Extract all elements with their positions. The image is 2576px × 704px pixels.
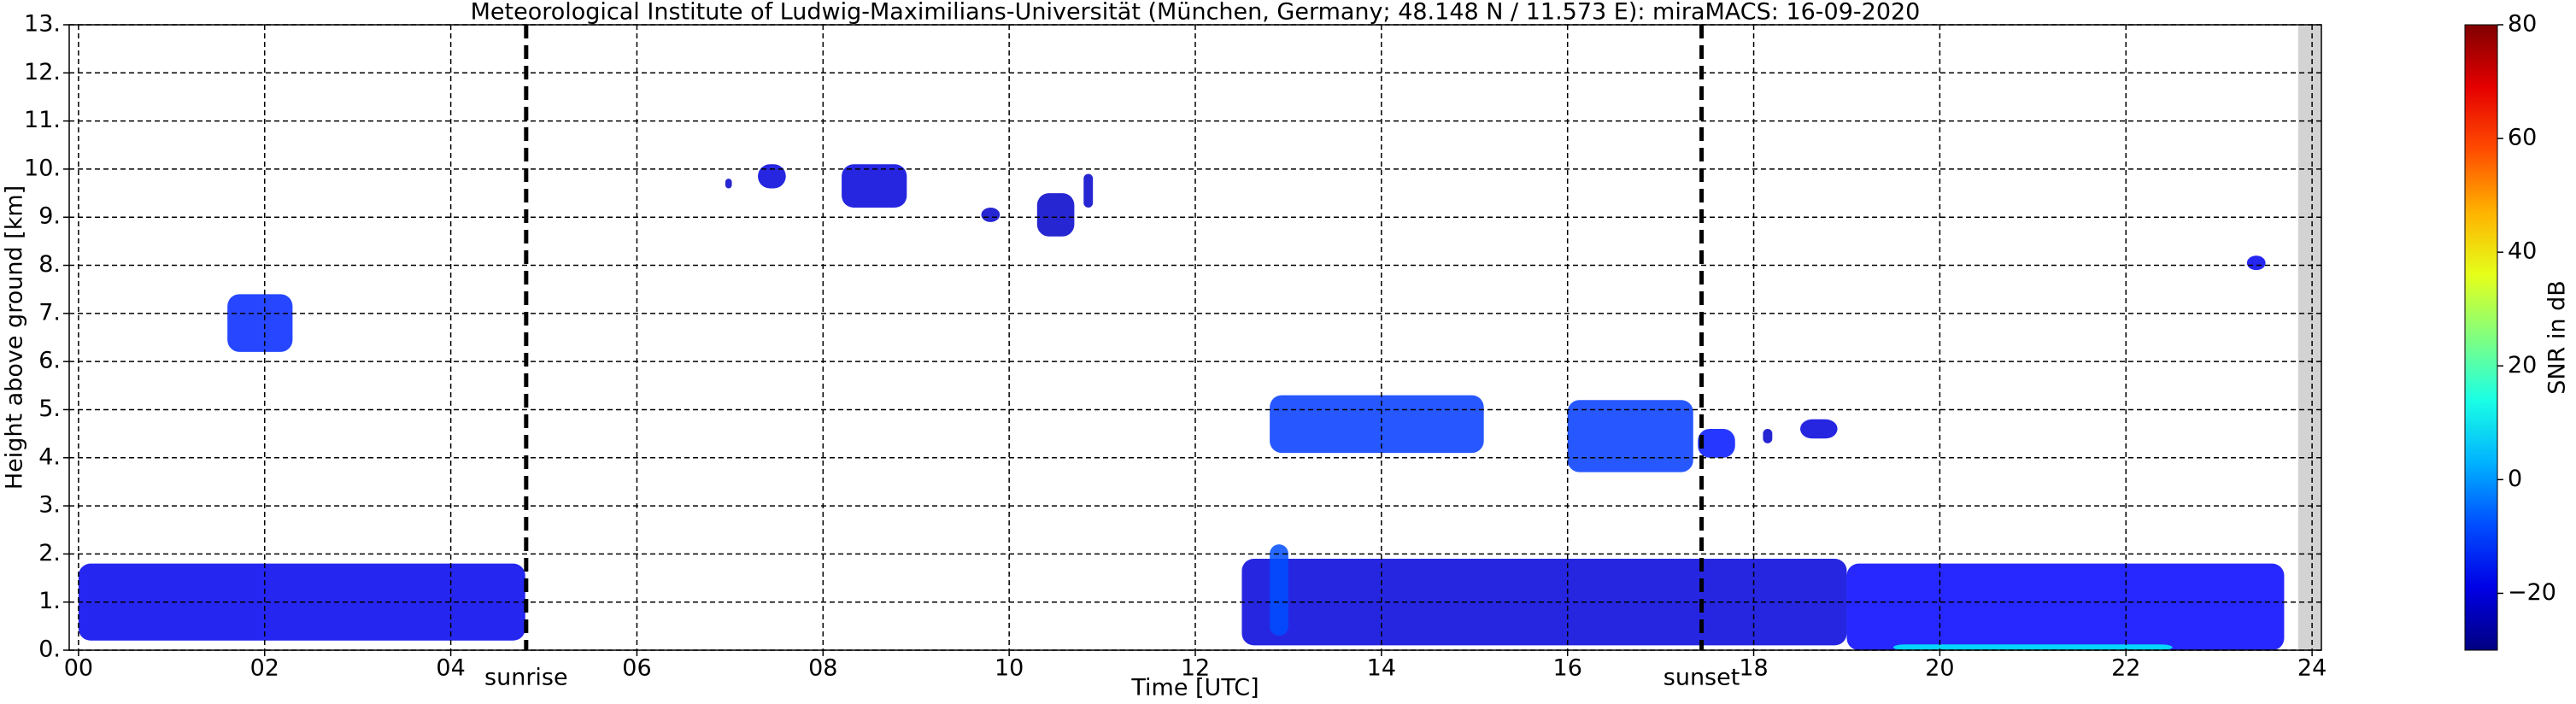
chart-title: Meteorological Institute of Ludwig-Maxim… <box>471 0 1921 26</box>
x-tick-label: 02 <box>250 655 279 682</box>
colorbar-tick-label: 80 <box>2508 11 2537 38</box>
radar-echo <box>725 179 732 189</box>
x-tick-label: 20 <box>1925 655 1954 682</box>
radar-echo <box>1036 193 1075 237</box>
y-tick-label: 11. <box>24 107 61 133</box>
y-tick-label: 6. <box>38 348 61 374</box>
colorbar-tick-label: 0 <box>2508 466 2522 492</box>
y-tick-label: 13. <box>24 11 61 38</box>
colorbar-label: SNR in dB <box>2544 280 2571 395</box>
y-tick-label: 1. <box>38 588 61 614</box>
y-tick-label: 8. <box>38 251 61 278</box>
y-tick-label: 2. <box>38 540 61 566</box>
colorbar-tick-label: 20 <box>2508 352 2537 378</box>
x-tick-label: 22 <box>2111 655 2140 682</box>
radar-echo <box>1270 544 1288 637</box>
x-tick-label: 08 <box>808 655 837 682</box>
x-tick-label: 12 <box>1181 655 1210 682</box>
radar-echo <box>1800 419 1838 439</box>
y-tick-label: 12. <box>24 59 61 85</box>
radar-echo <box>842 164 907 208</box>
radar-echo <box>227 294 293 352</box>
radar-echo <box>2246 255 2266 271</box>
radar-echo <box>1270 395 1484 454</box>
x-tick-label: 16 <box>1553 655 1582 682</box>
missing-data <box>2297 25 2321 650</box>
colorbar-tick-label: −20 <box>2508 579 2556 606</box>
y-axis-label: Height above ground [km] <box>2 185 28 490</box>
x-tick-label: 14 <box>1367 655 1396 682</box>
x-tick-label: 00 <box>64 655 93 682</box>
y-tick-label: 3. <box>38 492 61 519</box>
sun-label: sunrise <box>484 665 568 691</box>
x-tick-label: 24 <box>2297 655 2327 682</box>
y-tick-label: 0. <box>38 637 61 663</box>
y-tick-label: 10. <box>24 155 61 181</box>
radar-echo <box>1763 428 1773 443</box>
x-tick-label: 04 <box>436 655 465 682</box>
x-axis-label: Time [UTC] <box>1130 675 1259 701</box>
radar-echo <box>1892 644 2173 650</box>
plot-frame <box>68 24 2322 651</box>
colorbar-tick-label: 60 <box>2508 125 2537 151</box>
radar-echo <box>1846 563 2285 650</box>
y-tick-label: 7. <box>38 299 61 326</box>
radar-echo <box>1567 400 1693 472</box>
x-tick-label: 18 <box>1739 655 1768 682</box>
y-tick-label: 9. <box>38 203 61 230</box>
colorbar-tick-label: 40 <box>2508 238 2537 265</box>
x-tick-label: 10 <box>995 655 1024 682</box>
y-tick-label: 5. <box>38 396 61 422</box>
radar-echo <box>1698 428 1735 458</box>
colorbar <box>2464 24 2498 651</box>
y-tick-label: 4. <box>38 443 61 470</box>
radar-echo <box>1083 173 1094 208</box>
radar-echo <box>981 207 1000 222</box>
radar-echo <box>1241 559 1847 646</box>
x-tick-label: 06 <box>622 655 651 682</box>
radar-echo <box>758 164 786 189</box>
sun-label: sunset <box>1664 665 1740 691</box>
